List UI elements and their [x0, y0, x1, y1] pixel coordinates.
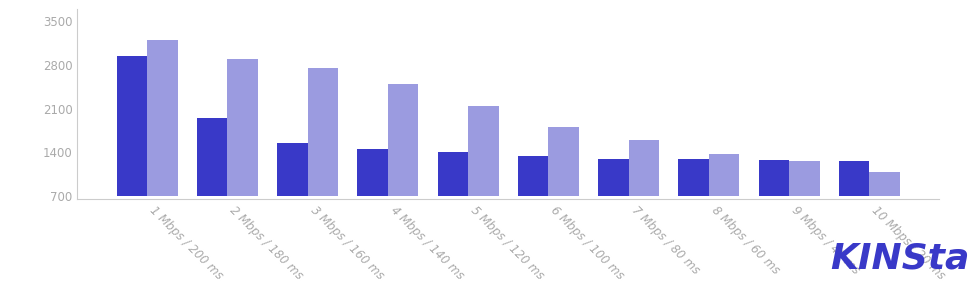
- Bar: [679, 159, 709, 196]
- Bar: [308, 68, 338, 196]
- Bar: [357, 149, 388, 196]
- Bar: [759, 160, 789, 196]
- Bar: [518, 156, 548, 196]
- Bar: [709, 154, 740, 196]
- Bar: [548, 127, 579, 196]
- Bar: [116, 56, 147, 196]
- Bar: [388, 84, 418, 196]
- Bar: [469, 105, 499, 196]
- Bar: [869, 172, 900, 196]
- Bar: [277, 143, 308, 196]
- Bar: [147, 40, 177, 196]
- Bar: [197, 118, 227, 196]
- Bar: [839, 161, 869, 196]
- Bar: [438, 152, 469, 196]
- Bar: [628, 140, 659, 196]
- Bar: [598, 159, 628, 196]
- Bar: [227, 59, 257, 196]
- Text: KINSta: KINSta: [831, 241, 968, 275]
- Bar: [789, 161, 820, 196]
